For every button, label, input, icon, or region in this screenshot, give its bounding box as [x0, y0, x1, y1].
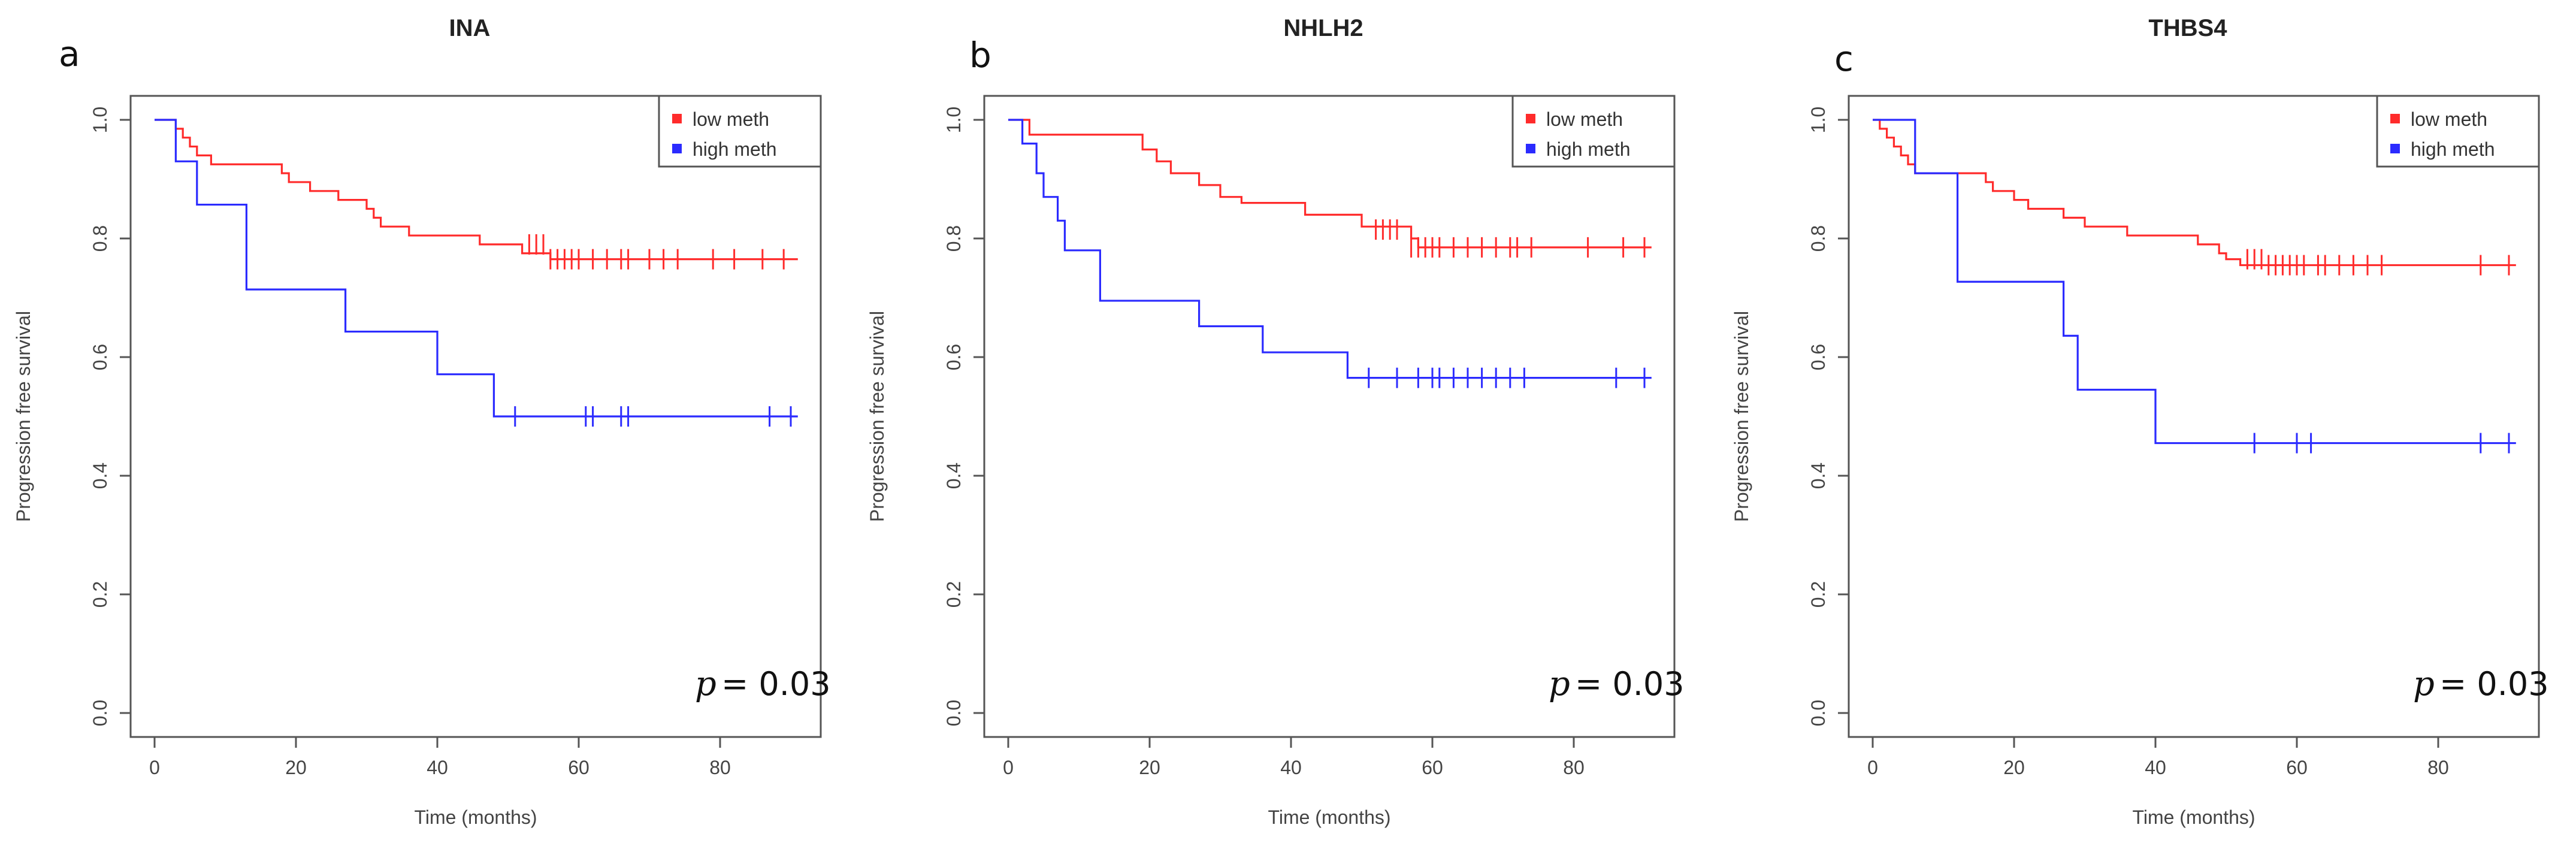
series-line-high-meth — [1873, 119, 2516, 445]
x-tick-label: 60 — [2286, 757, 2308, 778]
series-line-high-meth — [1008, 119, 1652, 379]
y-tick-label: 0.6 — [1807, 344, 1829, 370]
p-value-text: = 0.03 — [1575, 665, 1685, 703]
y-tick-label: 0.2 — [943, 581, 965, 608]
x-axis-label: Time (months) — [2132, 806, 2255, 828]
p-value-text: = 0.03 — [2439, 665, 2549, 703]
y-tick-label: 0.8 — [89, 225, 111, 252]
y-tick-label: 0.0 — [1807, 700, 1829, 726]
x-axis-label: Time (months) — [414, 806, 537, 828]
x-axis-label: Time (months) — [1268, 806, 1390, 828]
chart-title: THBS4 — [2148, 15, 2227, 41]
series-line-high-meth — [155, 119, 798, 418]
p-value-symbol: p — [1549, 664, 1570, 703]
chart-title: NHLH2 — [1283, 15, 1363, 41]
legend-box — [2376, 95, 2540, 168]
y-tick-label: 0.6 — [943, 344, 965, 370]
y-tick-label: 0.0 — [943, 700, 965, 726]
x-tick-label: 80 — [709, 757, 731, 778]
legend-swatch — [2390, 114, 2400, 123]
x-tick-label: 60 — [1422, 757, 1443, 778]
legend-box — [658, 95, 822, 168]
legend-box — [1511, 95, 1676, 168]
legend-label: high meth — [693, 138, 777, 160]
p-value-text: = 0.03 — [721, 665, 831, 703]
y-tick-label: 0.0 — [89, 700, 111, 726]
y-axis-label: Progression free survival — [866, 311, 888, 522]
panel-b: b NHLH2 0 20 40 60 80 0.0 0.2 0.4 0.6 0.8 1.0 Time (m… — [866, 15, 1685, 828]
legend-swatch — [1526, 144, 1535, 153]
x-tick-label: 20 — [2003, 757, 2025, 778]
y-tick-label: 1.0 — [943, 107, 965, 133]
plot-frame — [1848, 95, 2540, 738]
plot-frame — [983, 95, 1676, 738]
legend-label: low meth — [2411, 108, 2487, 130]
series-line-low-meth — [1873, 119, 2516, 267]
series-line-low-meth — [1008, 119, 1652, 249]
x-tick-label: 0 — [1003, 757, 1014, 778]
legend-swatch — [1526, 114, 1535, 123]
x-tick-label: 80 — [1563, 757, 1585, 778]
y-tick-label: 0.2 — [89, 581, 111, 608]
panel-letter: c — [1834, 38, 1854, 79]
series-line-low-meth — [155, 119, 798, 261]
y-tick-label: 0.4 — [943, 463, 965, 489]
y-axis-label: Progression free survival — [13, 311, 34, 522]
p-value-symbol: p — [2413, 664, 2435, 703]
chart-title: INA — [449, 15, 491, 41]
legend-swatch — [672, 114, 682, 123]
x-tick-label: 60 — [568, 757, 589, 778]
legend-label: low meth — [1546, 108, 1623, 130]
p-value-symbol: p — [695, 664, 716, 703]
y-tick-label: 0.8 — [1807, 225, 1829, 252]
y-tick-label: 0.4 — [1807, 463, 1829, 489]
y-tick-label: 0.6 — [89, 344, 111, 370]
x-tick-label: 40 — [1280, 757, 1302, 778]
legend-label: high meth — [1546, 138, 1631, 160]
x-tick-label: 20 — [285, 757, 307, 778]
x-tick-label: 40 — [2145, 757, 2166, 778]
panel-letter: a — [59, 34, 80, 74]
x-tick-label: 80 — [2427, 757, 2449, 778]
x-tick-label: 0 — [149, 757, 160, 778]
legend-label: low meth — [693, 108, 769, 130]
y-tick-label: 1.0 — [1807, 107, 1829, 133]
panel-a: a INA 0 20 40 60 80 0.0 0.2 0.4 0.6 0.8 1.0 Time (mon… — [13, 15, 831, 828]
x-tick-label: 20 — [1139, 757, 1160, 778]
panel-letter: b — [969, 35, 991, 75]
legend-label: high meth — [2411, 138, 2495, 160]
y-tick-label: 0.8 — [943, 225, 965, 252]
y-tick-label: 0.4 — [89, 463, 111, 489]
y-axis-label: Progression free survival — [1731, 311, 1752, 522]
x-tick-label: 0 — [1867, 757, 1878, 778]
plot-frame — [129, 95, 822, 738]
y-tick-label: 0.2 — [1807, 581, 1829, 608]
x-tick-label: 40 — [427, 757, 448, 778]
legend-swatch — [2390, 144, 2400, 153]
y-tick-label: 1.0 — [89, 107, 111, 133]
legend-swatch — [672, 144, 682, 153]
panel-c: c THBS4 0 20 40 60 80 0.0 0.2 0.4 0.6 0.8 1.0 Time (m… — [1731, 15, 2549, 828]
